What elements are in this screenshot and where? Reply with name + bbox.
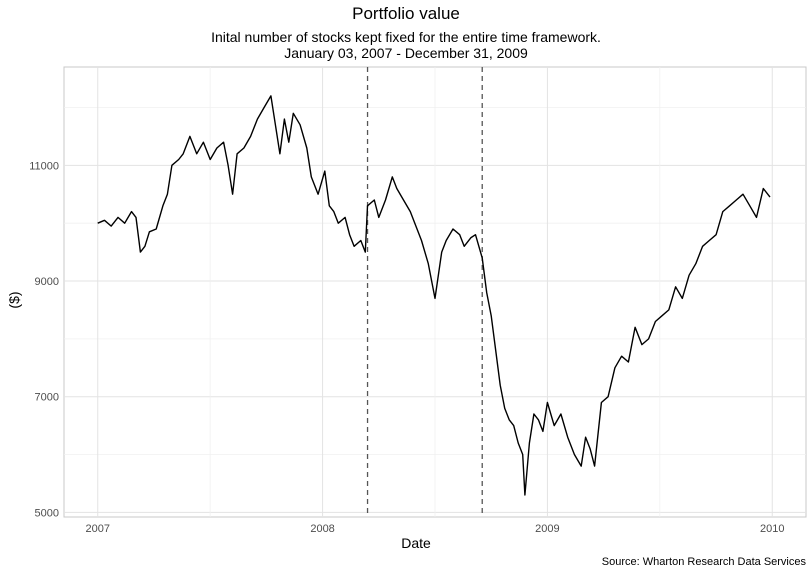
y-tick-label: 7000 — [35, 392, 59, 404]
y-axis-ticks: 5000 7000 9000 11000 — [29, 160, 59, 519]
y-tick-label: 11000 — [29, 160, 59, 172]
x-tick-label: 2008 — [310, 523, 334, 535]
gridlines — [64, 67, 806, 517]
x-axis-label: Date — [401, 535, 431, 551]
chart-subtitle-line1: Inital number of stocks kept fixed for t… — [211, 29, 601, 45]
y-axis-label: ($) — [6, 291, 22, 309]
x-axis-ticks: 2007 2008 2009 2010 — [85, 523, 784, 535]
y-tick-label: 9000 — [35, 276, 59, 288]
chart-title: Portfolio value — [352, 4, 460, 23]
x-tick-label: 2007 — [85, 523, 109, 535]
chart-subtitle-line2: January 03, 2007 - December 31, 2009 — [284, 45, 528, 61]
reference-lines — [366, 67, 483, 517]
x-tick-label: 2010 — [760, 523, 784, 535]
series-line — [97, 95, 771, 496]
x-tick-label: 2009 — [535, 523, 559, 535]
y-tick-label: 5000 — [35, 507, 59, 519]
source-caption: Source: Wharton Research Data Services — [601, 556, 806, 568]
